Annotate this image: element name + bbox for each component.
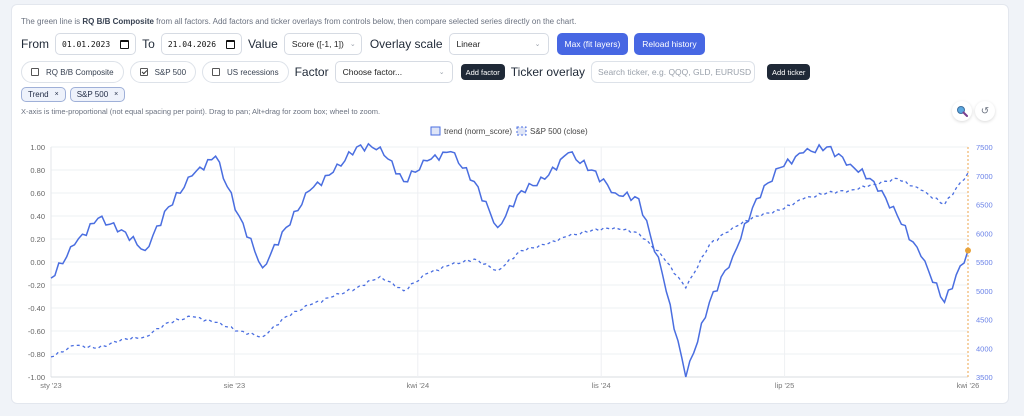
- composite-name: RQ B/B Composite: [82, 17, 154, 26]
- toggle-sp500[interactable]: S&P 500: [129, 61, 197, 83]
- svg-text:kwi '26: kwi '26: [957, 381, 980, 390]
- ticker-search-input[interactable]: Search ticker, e.g. QQQ, GLD, EURUSD: [591, 61, 756, 83]
- factor-label: Factor: [294, 65, 329, 79]
- to-label: To: [142, 37, 155, 51]
- svg-text:7500: 7500: [976, 143, 993, 152]
- calendar-icon[interactable]: [120, 39, 130, 49]
- add-factor-button[interactable]: Add factor: [460, 64, 505, 80]
- reload-history-button[interactable]: Reload history: [634, 33, 705, 55]
- overlay-scale-label: Overlay scale: [369, 37, 443, 51]
- latest-point-marker: [965, 247, 971, 254]
- grid: [50, 146, 968, 378]
- svg-text:-0.80: -0.80: [28, 350, 45, 359]
- chip-sp500[interactable]: S&P 500 ×: [69, 87, 126, 102]
- ticker-overlay-label: Ticker overlay: [510, 65, 586, 79]
- y-axis-right: 7500 7000 6500 6000 5500 5000 4500 4000 3500: [976, 143, 993, 382]
- toggle-rq-composite[interactable]: RQ B/B Composite: [21, 61, 124, 83]
- close-icon[interactable]: ×: [114, 91, 119, 98]
- active-layers: Trend × S&P 500 ×: [21, 87, 129, 102]
- magnifier-icon: [957, 106, 968, 117]
- reset-zoom-button[interactable]: ↺: [975, 101, 995, 121]
- svg-text:sie '23: sie '23: [224, 381, 245, 390]
- toggles-row: RQ B/B Composite S&P 500 US recessions F…: [21, 61, 816, 83]
- overlay-scale-select[interactable]: Linear ⌄: [448, 33, 549, 55]
- y-axis-left: 1.00 0.80 0.60 0.40 0.20 0.00 -0.20 -0.40 -0.60 -…: [28, 143, 45, 382]
- chevron-down-icon: ⌄: [534, 41, 541, 48]
- svg-text:6000: 6000: [976, 229, 993, 238]
- value-label: Value: [248, 37, 278, 51]
- checkbox[interactable]: [212, 68, 221, 76]
- chevron-down-icon: ⌄: [438, 69, 445, 76]
- intro-text: The green line is RQ B/B Composite from …: [21, 17, 577, 26]
- chevron-down-icon: ⌄: [349, 41, 356, 48]
- legend-swatch-trend[interactable]: [430, 126, 441, 136]
- from-date-input[interactable]: 01.01.2023: [55, 33, 137, 55]
- svg-text:7000: 7000: [976, 172, 993, 181]
- chart[interactable]: trend (norm_score) S&P 500 (close) 1.00 0…: [12, 123, 1010, 405]
- chart-card: The green line is RQ B/B Composite from …: [11, 4, 1009, 404]
- factor-select[interactable]: Choose factor... ⌄: [334, 61, 453, 83]
- add-ticker-button[interactable]: Add ticker: [767, 64, 811, 80]
- svg-text:3500: 3500: [976, 373, 993, 382]
- svg-text:-1.00: -1.00: [28, 373, 45, 382]
- svg-text:0.40: 0.40: [30, 212, 45, 221]
- svg-text:0.80: 0.80: [30, 166, 45, 175]
- calendar-icon[interactable]: [226, 39, 236, 49]
- svg-text:5500: 5500: [976, 258, 993, 267]
- svg-text:-0.60: -0.60: [28, 327, 45, 336]
- svg-text:-0.20: -0.20: [28, 281, 45, 290]
- close-icon[interactable]: ×: [54, 91, 59, 98]
- svg-text:kwi '24: kwi '24: [406, 381, 429, 390]
- svg-text:lis '24: lis '24: [592, 381, 611, 390]
- legend: trend (norm_score) S&P 500 (close): [430, 126, 588, 136]
- svg-text:0.00: 0.00: [30, 258, 45, 267]
- from-label: From: [21, 37, 49, 51]
- zoom-box-button[interactable]: [952, 101, 972, 121]
- controls-row: From 01.01.2023 To 21.04.2026 Value Scor…: [21, 32, 711, 56]
- checkbox[interactable]: [31, 68, 39, 76]
- legend-sp500-label[interactable]: S&P 500 (close): [530, 127, 588, 136]
- value-select[interactable]: Score ([-1, 1]) ⌄: [283, 33, 362, 55]
- chip-trend[interactable]: Trend ×: [21, 87, 66, 102]
- to-date-input[interactable]: 21.04.2026: [160, 33, 243, 55]
- x-axis: sty '23 sie '23 kwi '24 lis '24 lip '25 kwi '…: [40, 381, 979, 390]
- max-fit-layers-button[interactable]: Max (fit layers): [556, 33, 629, 55]
- reset-icon: ↺: [980, 105, 990, 117]
- svg-text:6500: 6500: [976, 201, 993, 210]
- svg-text:4500: 4500: [976, 316, 993, 325]
- svg-text:lip '25: lip '25: [775, 381, 794, 390]
- svg-text:-0.40: -0.40: [28, 304, 45, 313]
- svg-text:sty '23: sty '23: [40, 381, 61, 390]
- sp500-series-line: [50, 172, 969, 358]
- chart-hint: X-axis is time-proportional (not equal s…: [21, 107, 381, 116]
- svg-text:1.00: 1.00: [30, 143, 45, 152]
- trend-series-line: [50, 142, 969, 378]
- svg-text:0.20: 0.20: [30, 235, 45, 244]
- checkbox-checked[interactable]: [139, 68, 148, 76]
- svg-text:4000: 4000: [976, 344, 993, 353]
- svg-text:5000: 5000: [976, 287, 993, 296]
- legend-trend-label[interactable]: trend (norm_score): [444, 127, 512, 136]
- toggle-us-recessions[interactable]: US recessions: [202, 61, 289, 83]
- legend-swatch-sp500[interactable]: [516, 126, 527, 136]
- svg-text:0.60: 0.60: [30, 189, 45, 198]
